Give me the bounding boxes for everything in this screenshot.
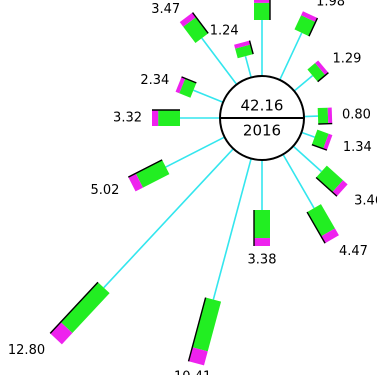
bar-accent	[234, 40, 251, 49]
bar-main	[307, 63, 326, 82]
bar-main	[192, 297, 222, 352]
bar-segment	[253, 210, 270, 247]
bar-edge	[248, 40, 254, 55]
bar-edge	[317, 72, 329, 83]
bar-segment	[311, 129, 333, 151]
bar-edge	[49, 281, 99, 334]
ray-line	[292, 145, 322, 173]
bar-accent	[188, 347, 208, 366]
center-total: 42.16	[241, 97, 284, 115]
center-year: 2016	[243, 122, 281, 140]
value-label: 2.34	[140, 73, 169, 88]
bar-edge	[127, 159, 163, 178]
bar-main	[307, 204, 335, 237]
bar-accent	[301, 11, 318, 23]
bar-accent	[321, 228, 339, 244]
value-label: 3.32	[113, 111, 142, 126]
bar-segment	[127, 159, 170, 192]
bar-segment	[49, 281, 110, 345]
value-label: 3.46	[354, 193, 377, 208]
bar-edge	[306, 211, 326, 244]
bar-edge	[311, 144, 328, 151]
value-label: 1.24	[210, 24, 239, 39]
value-labels-layer: 2.521.981.290.801.343.464.473.3810.4112.…	[8, 0, 377, 375]
ray-line	[201, 37, 238, 85]
bar-main	[317, 107, 329, 125]
bar-accent	[254, 0, 270, 3]
ray-line	[279, 32, 303, 81]
bar-segment	[187, 297, 222, 366]
ray-line	[301, 131, 315, 138]
bar-accent	[152, 110, 159, 126]
bar-accent	[175, 76, 186, 94]
bar-accent	[332, 180, 348, 197]
bar-main	[235, 44, 254, 59]
rays-layer	[103, 20, 322, 300]
bar-segment	[234, 40, 254, 59]
value-label: 3.38	[248, 253, 277, 268]
bar-main	[254, 2, 270, 20]
bar-segment	[294, 11, 319, 37]
bar-edge	[192, 12, 209, 34]
ray-line	[193, 89, 224, 104]
value-label: 0.80	[342, 108, 371, 123]
bar-accent	[254, 238, 270, 247]
bar-segment	[175, 76, 197, 98]
bar-main	[179, 78, 197, 98]
bar-main	[311, 129, 329, 149]
bar-accent	[323, 133, 333, 151]
value-label: 1.34	[343, 140, 372, 155]
value-label: 12.80	[8, 343, 45, 358]
bar-main	[60, 282, 110, 334]
ray-line	[165, 136, 225, 168]
bar-accent	[179, 12, 197, 27]
bar-edge	[315, 176, 338, 197]
bar-edge	[181, 76, 197, 84]
bar-accent	[327, 107, 333, 124]
bar-main	[183, 17, 209, 43]
ray-line	[282, 153, 315, 209]
bar-main	[254, 210, 270, 239]
bar-segment	[179, 12, 209, 43]
bar-segment	[317, 107, 333, 125]
bar-segment	[306, 204, 339, 244]
ray-line	[103, 148, 234, 289]
bar-segment	[315, 165, 348, 197]
bar-accent	[315, 60, 329, 76]
bar-main	[294, 15, 316, 37]
bar-segment	[152, 109, 180, 126]
bar-segment	[307, 60, 329, 83]
bar-main	[316, 165, 344, 193]
bar-edge	[308, 17, 319, 37]
value-label: 1.29	[332, 51, 361, 66]
bars-layer	[49, 0, 348, 366]
value-label: 5.02	[90, 183, 119, 198]
value-label: 10.41	[174, 369, 211, 375]
ray-line	[293, 74, 314, 92]
ray-line	[244, 55, 252, 78]
ray-line	[212, 158, 252, 300]
bar-main	[158, 110, 180, 126]
bar-segment	[254, 0, 271, 20]
bar-accent	[128, 173, 143, 192]
value-label: 1.98	[316, 0, 345, 9]
bar-main	[135, 159, 170, 188]
bar-edge	[187, 297, 207, 362]
value-label: 4.47	[339, 244, 368, 259]
value-label: 3.47	[151, 2, 180, 17]
